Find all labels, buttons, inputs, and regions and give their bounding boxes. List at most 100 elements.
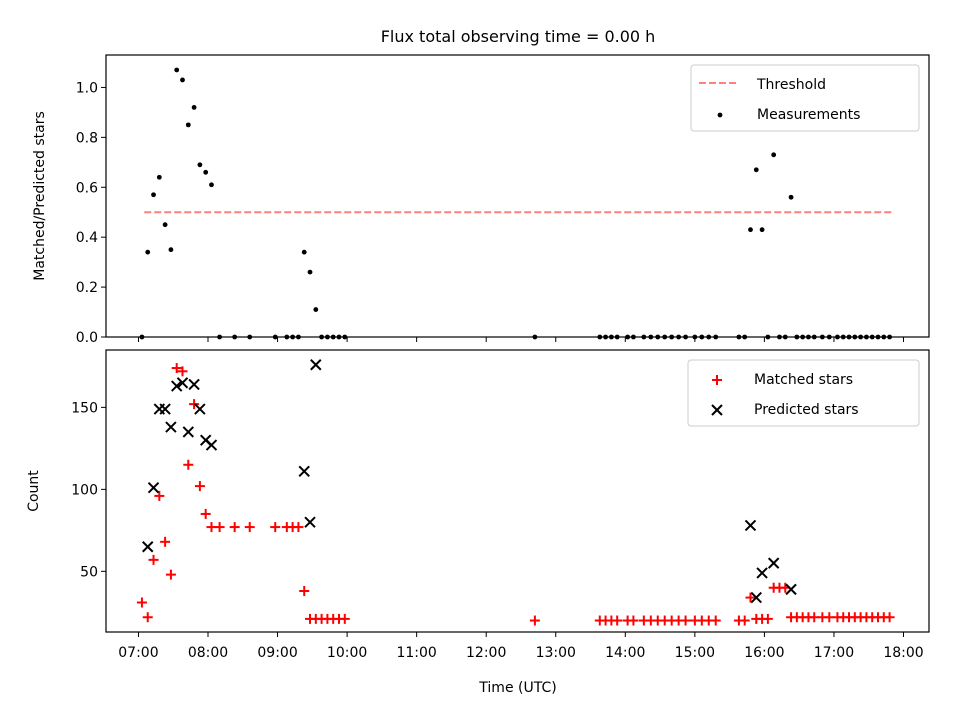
data-point <box>612 615 623 626</box>
x-tick-label: 13:00 <box>536 645 576 661</box>
x-tick-label: 17:00 <box>814 645 854 661</box>
data-point <box>339 613 350 624</box>
x-tick-label: 09:00 <box>257 645 297 661</box>
data-point <box>529 615 540 626</box>
data-point <box>165 569 176 580</box>
data-point <box>194 403 206 415</box>
figure-title: Flux total observing time = 0.00 h <box>381 27 656 46</box>
data-point <box>183 459 194 470</box>
x-tick-label: 14:00 <box>605 645 645 661</box>
data-point <box>293 522 304 533</box>
data-point <box>744 519 757 532</box>
data-point <box>148 554 159 565</box>
data-point <box>182 426 195 438</box>
series-matched-stars <box>136 363 895 626</box>
data-point <box>229 522 240 533</box>
data-point <box>177 366 188 377</box>
plot-frame <box>105 54 930 338</box>
x-tick-label: 08:00 <box>188 645 228 661</box>
data-point <box>151 192 156 198</box>
data-point <box>739 615 750 626</box>
legend: Matched stars Predicted stars <box>687 359 920 427</box>
data-point <box>307 269 313 275</box>
x-tick-label: 07:00 <box>118 645 158 661</box>
data-point <box>142 612 153 623</box>
legend-box <box>687 359 920 427</box>
x-tick-label: 18:00 <box>883 645 923 661</box>
data-point <box>191 105 197 110</box>
series-predicted-stars <box>142 359 797 604</box>
data-point <box>771 152 777 158</box>
data-point <box>197 162 203 168</box>
legend-label-matched-stars: Matched stars <box>754 372 853 388</box>
x-tick-label: 10:00 <box>327 645 367 661</box>
x-tick-label: 15:00 <box>675 645 715 661</box>
data-point <box>209 182 214 188</box>
legend-swatch-predicted-stars <box>711 404 723 416</box>
data-point <box>756 567 768 579</box>
y-tick-label: 100 <box>71 482 98 498</box>
data-point <box>753 167 759 173</box>
data-point <box>710 615 721 626</box>
legend-swatch-matched-stars <box>712 375 722 385</box>
x-axis-label: Time (UTC) <box>478 680 556 696</box>
x-tick-label: 16:00 <box>744 645 784 661</box>
data-point <box>680 615 691 626</box>
y-axis-label: Count <box>26 470 42 512</box>
data-point <box>745 592 756 603</box>
x-tick-label: 11:00 <box>396 645 436 661</box>
data-point <box>176 377 189 389</box>
data-point <box>136 597 147 608</box>
legend-swatch-measurements <box>717 112 723 118</box>
data-point <box>145 249 151 255</box>
data-point <box>174 67 180 73</box>
data-point <box>203 169 209 175</box>
data-point <box>750 591 762 604</box>
data-point <box>162 222 168 228</box>
data-point <box>168 247 174 253</box>
data-point <box>154 490 165 501</box>
data-point <box>310 359 322 371</box>
y-tick-label: 0.2 <box>76 280 98 296</box>
y-tick-label: 1.0 <box>76 80 98 96</box>
data-point <box>205 439 218 451</box>
legend-label-measurements: Measurements <box>757 107 860 123</box>
legend-label-threshold: Threshold <box>756 77 826 93</box>
data-point <box>298 465 310 478</box>
legend-label-predicted-stars: Predicted stars <box>754 402 859 418</box>
count-panel: Count 50 100 150 07:00 08:00 09:00 10:00 11:00 12… <box>26 349 930 661</box>
data-point <box>304 516 316 528</box>
data-point <box>244 522 255 533</box>
y-tick-label: 0.6 <box>76 180 98 196</box>
legend: Threshold Measurements <box>690 64 920 132</box>
data-point <box>299 586 310 597</box>
data-point <box>188 378 200 391</box>
data-point <box>762 613 773 624</box>
y-tick-label: 50 <box>80 564 98 580</box>
y-tick-label: 150 <box>71 400 98 416</box>
data-point <box>628 615 639 626</box>
data-point <box>270 522 281 533</box>
data-point <box>156 174 162 180</box>
legend-box <box>690 64 920 132</box>
y-axis-label: Matched/Predicted stars <box>32 111 48 281</box>
data-point <box>147 482 160 494</box>
data-point <box>159 403 171 415</box>
data-point <box>748 227 753 233</box>
data-point <box>788 194 794 200</box>
data-point <box>884 612 895 623</box>
data-point <box>759 227 765 233</box>
plot-frame <box>105 349 930 633</box>
x-tick-label: 12:00 <box>466 645 506 661</box>
data-point <box>171 380 183 392</box>
data-point <box>180 77 185 83</box>
data-point <box>185 122 191 128</box>
data-point <box>171 363 182 374</box>
data-point <box>767 557 780 569</box>
data-point <box>785 583 797 596</box>
y-tick-label: 0.8 <box>76 130 98 146</box>
ratio-panel: Matched/Predicted stars 0.0 0.2 0.4 0.6 0.8 1.… <box>32 54 930 346</box>
data-point <box>313 307 319 312</box>
y-tick-label: 0.4 <box>76 230 98 246</box>
